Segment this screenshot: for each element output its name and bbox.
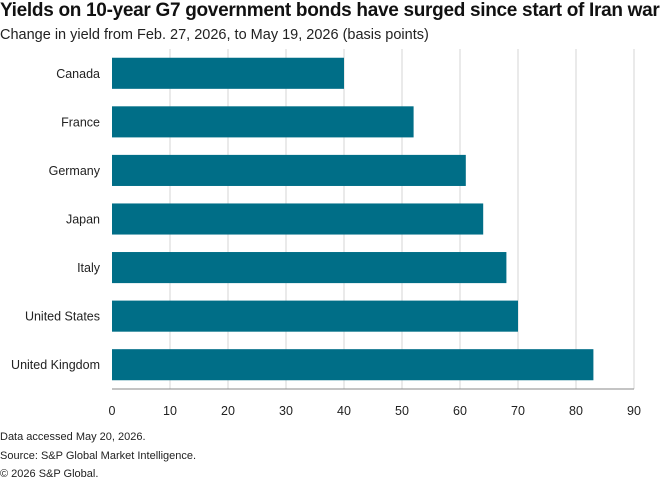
footnote-data-accessed: Data accessed May 20, 2026.	[0, 431, 146, 443]
category-label: Italy	[77, 261, 101, 275]
category-label: United States	[25, 310, 100, 324]
bar-chart: Canada France Germany Japan Italy United Stat…	[11, 49, 641, 418]
x-tick-label: 0	[109, 404, 116, 418]
category-label: United Kingdom	[11, 358, 100, 372]
category-label: Germany	[49, 164, 101, 178]
footnote-copyright: © 2026 S&P Global.	[0, 468, 99, 480]
x-tick-label: 90	[627, 404, 641, 418]
category-label: Japan	[66, 213, 100, 227]
category-label: Canada	[56, 67, 100, 81]
chart-subtitle: Change in yield from Feb. 27, 2026, to M…	[0, 27, 429, 43]
x-tick-label: 30	[279, 404, 293, 418]
footnotes: Data accessed May 20, 2026. Source: S&P …	[0, 428, 196, 484]
bar-canada	[112, 57, 344, 89]
bar-italy	[112, 252, 507, 284]
x-tick-label: 50	[395, 404, 409, 418]
gridlines	[169, 49, 635, 389]
x-tick-label: 80	[569, 404, 583, 418]
x-tick-labels: 0 10 20 30 40 50 60 70 80 90	[109, 404, 641, 418]
bar-japan	[112, 203, 484, 235]
bar-france	[112, 106, 414, 138]
bars	[112, 57, 594, 381]
x-tick-label: 20	[221, 404, 235, 418]
bar-germany	[112, 154, 466, 186]
chart-title: Yields on 10-year G7 government bonds ha…	[0, 0, 660, 21]
x-tick-label: 10	[163, 404, 177, 418]
x-tick-label: 40	[337, 404, 351, 418]
x-tick-label: 70	[511, 404, 525, 418]
bar-united-kingdom	[112, 349, 594, 381]
category-label: France	[61, 115, 100, 129]
bar-united-states	[112, 300, 518, 332]
x-tick-label: 60	[453, 404, 467, 418]
footnote-source: Source: S&P Global Market Intelligence.	[0, 449, 197, 462]
category-labels: Canada France Germany Japan Italy United Stat…	[11, 67, 101, 372]
